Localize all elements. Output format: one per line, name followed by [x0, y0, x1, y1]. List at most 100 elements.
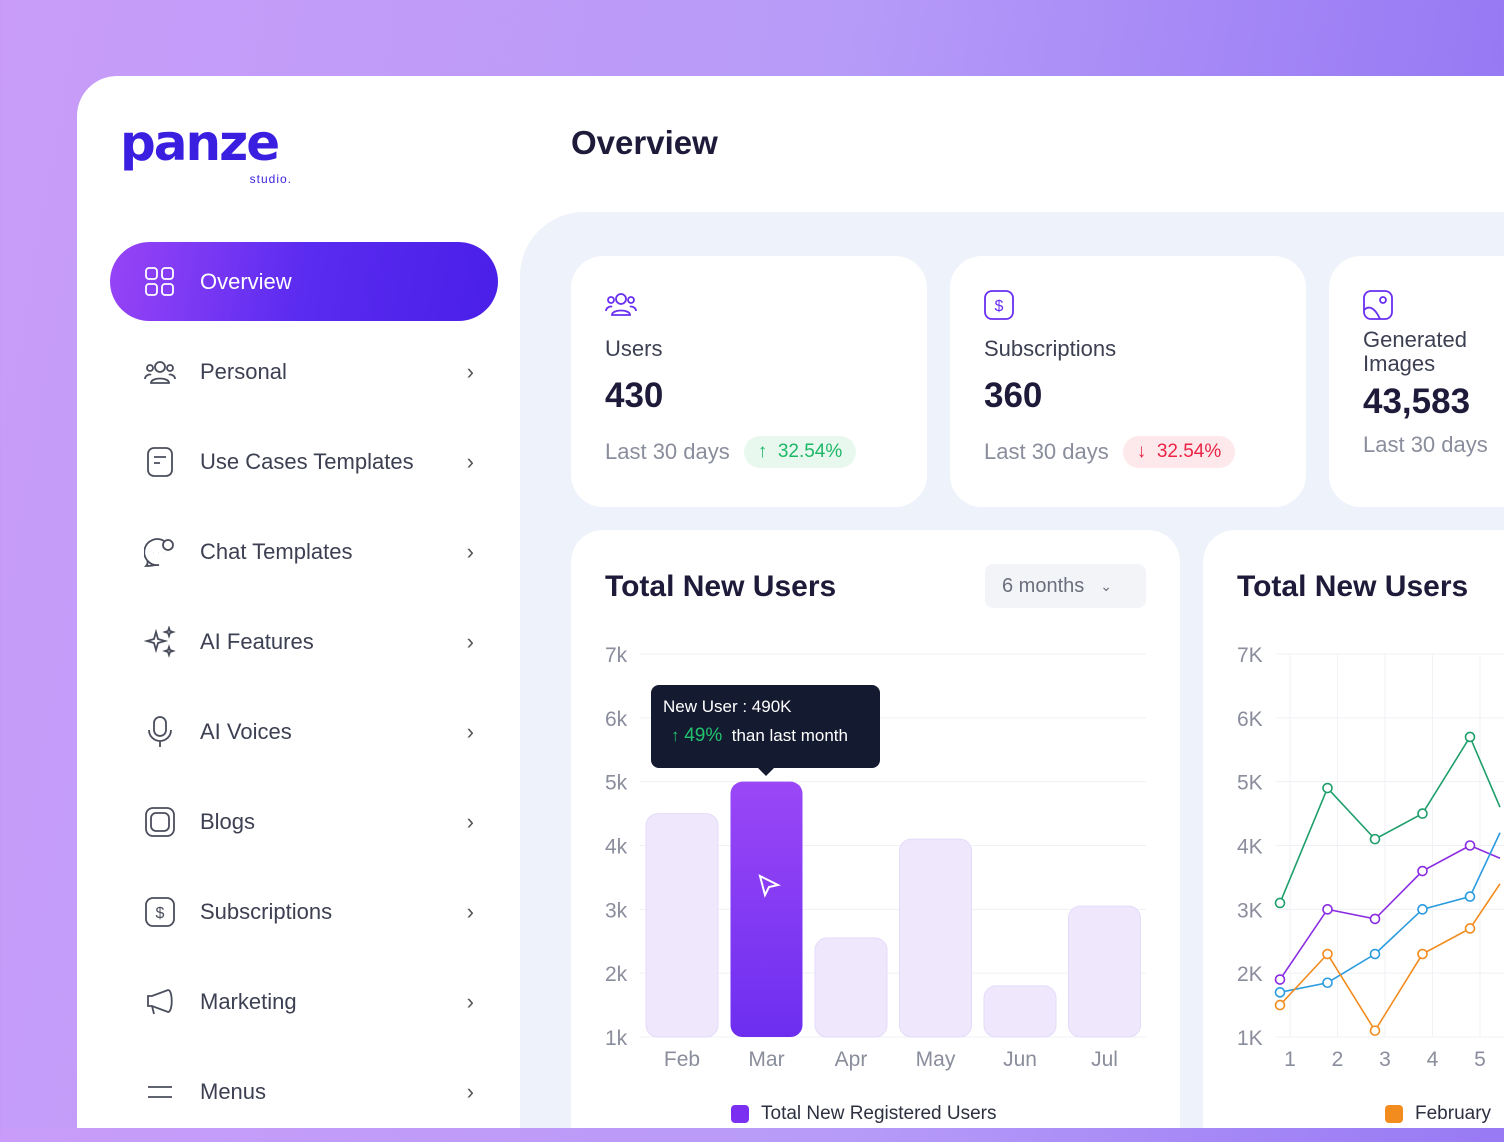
chevron-right-icon: ›	[466, 1078, 474, 1104]
sidebar-item-ai-features[interactable]: AI Features ›	[110, 602, 498, 681]
line-legend: February	[1385, 1103, 1491, 1125]
x-tick-label: Feb	[664, 1048, 700, 1071]
chevron-down-icon: ⌄	[1100, 577, 1112, 594]
data-point	[1322, 904, 1333, 915]
chevron-right-icon: ›	[466, 448, 474, 474]
page-title: Overview	[571, 124, 718, 161]
sidebar-item-marketing[interactable]: Marketing ›	[110, 962, 498, 1041]
data-point	[1274, 987, 1286, 998]
data-point	[1464, 891, 1476, 902]
y-tick-label: 6K	[1237, 708, 1263, 731]
bar-may	[899, 838, 972, 1038]
x-tick-label: 1	[1284, 1048, 1296, 1071]
grid-icon	[144, 266, 176, 298]
bar-feb	[645, 813, 719, 1038]
change-badge: ↑ 32.54%	[743, 436, 857, 468]
users-icon	[605, 290, 893, 322]
chevron-right-icon: ›	[466, 718, 474, 744]
x-tick-label: 2	[1332, 1048, 1344, 1071]
data-point	[1464, 923, 1476, 934]
sidebar-item-overview[interactable]: Overview	[110, 242, 498, 321]
data-point	[1417, 808, 1428, 819]
legend-swatch	[1385, 1105, 1403, 1123]
sidebar-item-use-cases-templates[interactable]: Use Cases Templates ›	[110, 422, 498, 501]
sidebar-item-blogs[interactable]: Blogs ›	[110, 782, 498, 861]
series-line-0	[1279, 735, 1501, 904]
dollar-icon: $	[144, 896, 176, 928]
arrow-up-icon: ↑	[757, 441, 768, 462]
bar-jun	[983, 985, 1057, 1038]
document-icon	[144, 446, 176, 478]
chevron-right-icon: ›	[466, 628, 474, 654]
sidebar-nav: Overview Personal › Use Cases Templates › Cha…	[110, 242, 498, 1142]
chevron-right-icon: ›	[466, 358, 474, 384]
y-tick-label: 4k	[605, 836, 628, 859]
bar-apr	[814, 937, 888, 1038]
card-title: Total New Users	[605, 570, 837, 603]
x-tick-label: Jul	[1091, 1048, 1118, 1071]
data-point	[1369, 948, 1381, 960]
bar-legend: Total New Registered Users	[731, 1103, 996, 1125]
image-icon	[1363, 290, 1496, 322]
data-point	[1417, 948, 1428, 960]
dollar-icon: $	[984, 290, 1272, 322]
sidebar-item-chat-templates[interactable]: Chat Templates ›	[110, 512, 498, 591]
sidebar-item-subscriptions[interactable]: $ Subscriptions ›	[110, 872, 498, 951]
data-point	[1322, 948, 1333, 960]
series-line-3	[1279, 883, 1501, 1033]
bar-mar	[730, 781, 803, 1037]
megaphone-icon	[144, 986, 176, 1018]
data-point	[1274, 897, 1286, 909]
y-tick-label: 3K	[1237, 899, 1263, 922]
x-tick-label: Mar	[748, 1048, 784, 1071]
chevron-right-icon: ›	[466, 808, 474, 834]
sidebar-item-ai-voices[interactable]: AI Voices ›	[110, 692, 498, 771]
y-tick-label: 6k	[605, 708, 628, 731]
x-tick-label: 4	[1427, 1048, 1439, 1071]
svg-text:$: $	[156, 905, 165, 922]
data-point	[1369, 833, 1381, 845]
svg-text:$: $	[995, 298, 1004, 315]
y-tick-label: 2k	[605, 963, 628, 986]
sparkle-icon	[144, 625, 176, 658]
range-dropdown[interactable]: 6 months ⌄	[985, 564, 1146, 608]
data-point	[1464, 731, 1476, 743]
logo[interactable]: panze studio.	[120, 114, 292, 186]
menu-icon	[144, 1076, 176, 1108]
data-point	[1322, 782, 1333, 794]
chevron-right-icon: ›	[466, 898, 474, 924]
data-point	[1417, 904, 1428, 915]
line-chart-card: Total New Users	[1203, 530, 1504, 1128]
chat-icon	[144, 536, 176, 568]
chevron-right-icon: ›	[466, 988, 474, 1014]
y-tick-label: 5K	[1237, 772, 1263, 795]
y-tick-label: 3k	[605, 899, 628, 922]
chevron-right-icon: ›	[466, 538, 474, 564]
stat-card-generated: Generated Images 43,583 Last 30 days	[1329, 256, 1504, 507]
arrow-down-icon: ↓	[1136, 441, 1147, 462]
sidebar-item-menus[interactable]: Menus ›	[110, 1052, 498, 1131]
x-tick-label: Apr	[835, 1048, 868, 1071]
y-tick-label: 7K	[1237, 644, 1263, 667]
stat-card-subscriptions: $ Subscriptions 360 Last 30 days ↓ 32.54%	[950, 256, 1306, 507]
card-title: Total New Users	[1237, 570, 1469, 603]
y-tick-label: 5k	[605, 772, 628, 795]
stat-card-users: Users 430 Last 30 days ↑ 32.54%	[571, 256, 927, 507]
data-point	[1274, 999, 1286, 1011]
x-tick-label: 3	[1379, 1048, 1391, 1071]
y-tick-label: 1k	[605, 1027, 628, 1050]
series-line-2	[1279, 832, 1501, 994]
data-point	[1369, 913, 1381, 925]
x-tick-label: Jun	[1003, 1048, 1037, 1071]
x-tick-label: May	[916, 1048, 956, 1071]
y-tick-label: 4K	[1237, 836, 1263, 859]
sidebar-item-personal[interactable]: Personal ›	[110, 332, 498, 411]
data-point	[1464, 840, 1476, 851]
users-icon	[144, 356, 176, 388]
data-point	[1369, 1025, 1381, 1036]
data-point	[1417, 865, 1428, 877]
y-tick-label: 2K	[1237, 963, 1263, 986]
series-line-1	[1279, 844, 1501, 980]
y-tick-label: 7k	[605, 644, 628, 667]
